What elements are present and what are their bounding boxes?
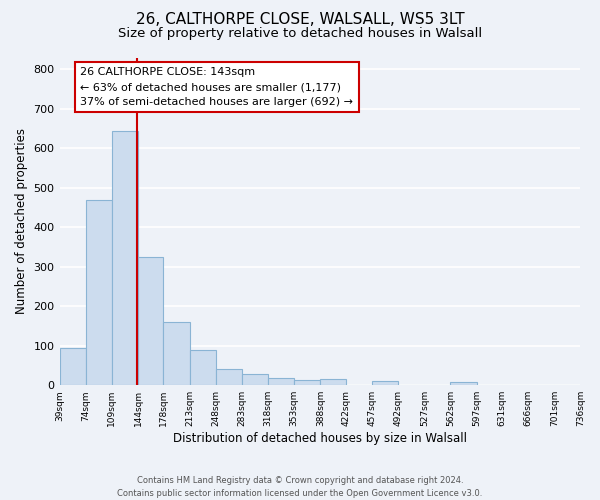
Bar [372, 382, 398, 385]
Bar [138, 257, 163, 385]
Bar [294, 380, 320, 385]
Text: 26 CALTHORPE CLOSE: 143sqm
← 63% of detached houses are smaller (1,177)
37% of s: 26 CALTHORPE CLOSE: 143sqm ← 63% of deta… [80, 68, 353, 107]
Bar [242, 374, 268, 385]
Bar [112, 130, 138, 385]
Text: 26, CALTHORPE CLOSE, WALSALL, WS5 3LT: 26, CALTHORPE CLOSE, WALSALL, WS5 3LT [136, 12, 464, 28]
Bar [163, 322, 190, 385]
Bar [320, 380, 346, 385]
Bar [451, 382, 476, 385]
Text: Size of property relative to detached houses in Walsall: Size of property relative to detached ho… [118, 28, 482, 40]
Bar [59, 348, 86, 385]
X-axis label: Distribution of detached houses by size in Walsall: Distribution of detached houses by size … [173, 432, 467, 445]
Bar [190, 350, 216, 385]
Bar [268, 378, 294, 385]
Y-axis label: Number of detached properties: Number of detached properties [15, 128, 28, 314]
Bar [86, 200, 112, 385]
Text: Contains HM Land Registry data © Crown copyright and database right 2024.
Contai: Contains HM Land Registry data © Crown c… [118, 476, 482, 498]
Bar [216, 368, 242, 385]
